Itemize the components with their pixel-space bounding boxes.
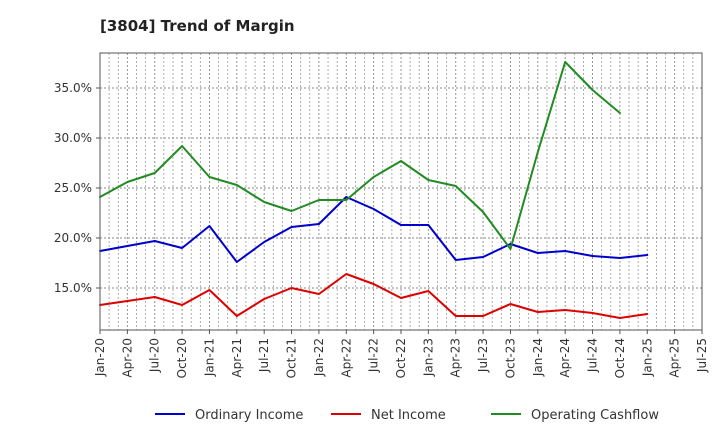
series-lines [99,61,649,319]
x-tick-label: Jan-20 [93,338,107,377]
x-tick-label: Jul-25 [695,338,709,373]
y-axis-ticks: 15.0% 20.0% 25.0% 30.0% 35.0% [54,81,100,295]
x-tick-label: Apr-21 [230,338,244,378]
x-tick-label: Apr-20 [120,338,134,378]
series-line-net-income [99,273,649,319]
x-tick-label: Oct-21 [285,338,299,378]
x-tick-label: Apr-24 [558,338,572,378]
x-tick-label: Apr-22 [339,338,353,378]
series-line-operating-cashflow [99,61,621,250]
legend: Ordinary Income Net Income Operating Cashf… [155,408,659,423]
legend-item-net-income: Net Income [331,408,446,423]
x-tick-label: Jan-22 [312,338,326,377]
y-tick-label: 20.0% [54,231,92,245]
plot-background [100,53,702,330]
series-line-ordinary-income [99,196,649,263]
legend-label: Operating Cashflow [531,408,659,423]
x-tick-label: Jul-23 [476,338,490,373]
legend-item-operating-cashflow: Operating Cashflow [491,408,659,423]
x-tick-label: Jan-21 [202,338,216,377]
chart-title: [3804] Trend of Margin [100,17,295,35]
x-tick-label: Jul-20 [148,338,162,373]
y-tick-label: 35.0% [54,81,92,95]
x-axis-ticks: Jan-20 Apr-20 Jul-20 Oct-20 Jan-21 Apr-21 Jul-… [93,330,709,378]
y-tick-label: 25.0% [54,181,92,195]
legend-label: Ordinary Income [195,408,303,423]
x-tick-label: Oct-24 [613,338,627,378]
x-tick-label: Jan-25 [640,338,654,377]
x-tick-label: Oct-22 [394,338,408,378]
grid-lines [99,53,703,330]
x-tick-label: Jul-21 [257,338,271,373]
y-tick-label: 30.0% [54,131,92,145]
x-tick-label: Apr-25 [668,338,682,378]
x-tick-label: Jul-22 [367,338,381,373]
plot-area [100,53,702,330]
x-tick-label: Apr-23 [449,338,463,378]
x-tick-label: Jan-23 [421,338,435,377]
y-tick-label: 15.0% [54,281,92,295]
legend-label: Net Income [371,408,446,423]
x-tick-label: Jul-24 [586,338,600,373]
x-tick-label: Oct-20 [175,338,189,378]
x-tick-label: Jan-24 [531,338,545,377]
x-tick-label: Oct-23 [503,338,517,378]
legend-item-ordinary-income: Ordinary Income [155,408,303,423]
